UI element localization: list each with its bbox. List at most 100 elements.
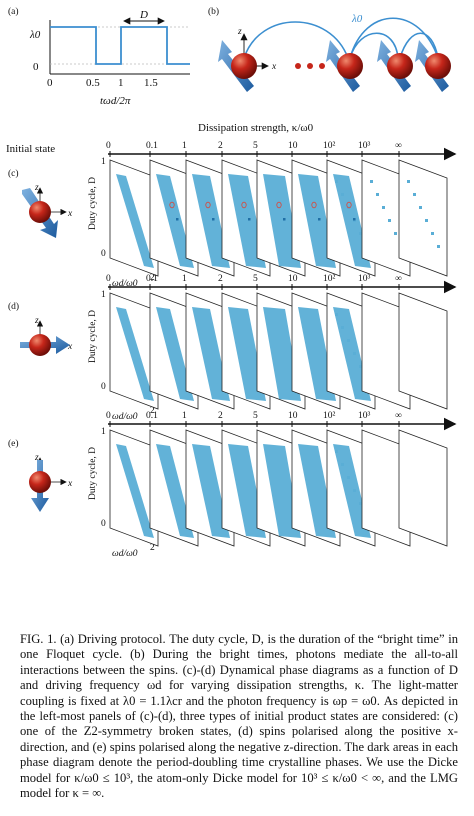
phase-panel-c-0 bbox=[109, 159, 159, 277]
phase-diagram-rows: (c)0 0.1 1 2 5 10 10² 10³ ∞Duty cycle, D10ωd/ω02… bbox=[8, 141, 457, 559]
phase-dot bbox=[335, 313, 338, 316]
kappa-tick-label: 10 bbox=[288, 141, 298, 151]
duty-cycle-label: Duty cycle, D bbox=[88, 447, 98, 500]
b-axis-x: x bbox=[271, 62, 277, 72]
z-label: z bbox=[34, 183, 39, 193]
duty-cycle-label: Duty cycle, D bbox=[88, 310, 98, 363]
a-xlabel: tωd/2π bbox=[100, 95, 131, 107]
kappa-tick-label: ∞ bbox=[395, 411, 402, 421]
marker bbox=[311, 201, 317, 209]
panel-b-label: (b) bbox=[208, 6, 219, 17]
z-label: z bbox=[34, 316, 39, 326]
phase-region bbox=[333, 307, 371, 401]
spin-sphere bbox=[29, 201, 51, 223]
kappa-tick-label: 2 bbox=[218, 411, 223, 421]
kappa-tick-label: 10 bbox=[288, 274, 298, 284]
phase-region bbox=[298, 174, 336, 268]
dark-spot bbox=[248, 218, 251, 221]
phase-panel-d-7 bbox=[361, 292, 411, 410]
b-axis-z: z bbox=[237, 27, 242, 37]
kappa-tick-label: 10³ bbox=[358, 411, 371, 421]
spin-sphere bbox=[29, 471, 51, 493]
panel-d-label: (d) bbox=[8, 301, 19, 312]
phase-dot bbox=[347, 339, 350, 342]
phase-region bbox=[116, 174, 154, 268]
kappa-tick-label: 10² bbox=[323, 411, 336, 421]
caption-text: FIG. 1. (a) Driving protocol. The duty c… bbox=[20, 632, 458, 801]
phase-dot bbox=[341, 193, 344, 196]
phase-dot bbox=[353, 352, 356, 355]
phase-dot bbox=[359, 502, 362, 505]
phase-dot bbox=[431, 232, 434, 235]
phase-region bbox=[192, 444, 230, 538]
phase-region bbox=[192, 174, 230, 268]
kappa-tick-label: 1 bbox=[182, 141, 187, 151]
phase-dot bbox=[341, 326, 344, 329]
kappa-tick-label: 10² bbox=[323, 141, 336, 151]
phase-panel-d-8 bbox=[398, 292, 448, 410]
row-c: (c)0 0.1 1 2 5 10 10² 10³ ∞Duty cycle, D10ωd/ω02… bbox=[8, 141, 457, 289]
initial-state-spin-d: zx bbox=[20, 316, 73, 356]
lambda0-tick: λ0 bbox=[29, 29, 41, 41]
duty-zero-tick: 0 bbox=[101, 519, 106, 529]
phase-panel-e-0 bbox=[109, 429, 159, 547]
x-label: x bbox=[67, 209, 73, 219]
duty-one-tick: 1 bbox=[101, 157, 106, 167]
z-label: z bbox=[34, 453, 39, 463]
phase-panel-c-8 bbox=[398, 159, 448, 277]
phase-region bbox=[228, 307, 266, 401]
d-label: D bbox=[139, 9, 148, 21]
omega-label: ωd/ω0 bbox=[112, 412, 138, 422]
a-xtick-0: 0 bbox=[47, 77, 53, 89]
kappa-tick-label: 10² bbox=[323, 274, 336, 284]
kappa-tick-label: 2 bbox=[218, 274, 223, 284]
phase-dot bbox=[407, 180, 410, 183]
panel-a: (a) λ0 0 D 0 0.5 1 1.5 tωd/2π bbox=[8, 6, 190, 107]
panel-frame bbox=[361, 292, 411, 410]
phase-panel-e-7 bbox=[361, 429, 411, 547]
kappa-tick-label: 5 bbox=[253, 274, 258, 284]
kappa-tick-label: 0 bbox=[106, 411, 111, 421]
phase-dot bbox=[394, 232, 397, 235]
kappa-tick-label: ∞ bbox=[395, 141, 402, 151]
phase-dot bbox=[382, 206, 385, 209]
initial-state-spin-e: zx bbox=[29, 453, 73, 512]
kappa-tick-label: 5 bbox=[253, 141, 258, 151]
kappa-tick-label: 10³ bbox=[358, 274, 371, 284]
marker bbox=[276, 201, 282, 209]
dark-spot bbox=[318, 218, 321, 221]
ellipsis-dot bbox=[307, 63, 313, 69]
duty-zero-tick: 0 bbox=[101, 249, 106, 259]
panel-a-label: (a) bbox=[8, 6, 19, 17]
drive-pulse bbox=[50, 26, 190, 65]
spin-1 bbox=[218, 40, 257, 92]
phase-region bbox=[298, 444, 336, 538]
phase-region bbox=[298, 307, 336, 401]
a-xtick-3: 1.5 bbox=[144, 77, 158, 89]
phase-dot bbox=[437, 245, 440, 248]
dark-spot bbox=[212, 218, 215, 221]
phase-region bbox=[156, 174, 194, 268]
phase-dot bbox=[359, 365, 362, 368]
phase-region bbox=[228, 444, 266, 538]
row-e: (e)0 0.1 1 2 5 10 10² 10³ ∞Duty cycle, D10ωd/ω02… bbox=[8, 411, 457, 559]
phase-panel-e-8 bbox=[398, 429, 448, 547]
figure: (a) λ0 0 D 0 0.5 1 1.5 tωd/2π (b) λ0 z x bbox=[6, 6, 457, 559]
ellipsis-dot bbox=[295, 63, 301, 69]
phase-dot bbox=[347, 476, 350, 479]
phase-dot bbox=[359, 232, 362, 235]
dark-spot bbox=[283, 218, 286, 221]
dark-spot bbox=[176, 218, 179, 221]
omega-tick: 2 bbox=[150, 406, 155, 416]
marker bbox=[205, 201, 211, 209]
kappa-tick-label: 1 bbox=[182, 274, 187, 284]
dark-spot bbox=[353, 218, 356, 221]
x-label: x bbox=[67, 479, 73, 489]
phase-dot bbox=[376, 193, 379, 196]
phase-region bbox=[333, 174, 371, 268]
phase-region bbox=[333, 444, 371, 538]
kappa-tick-label: ∞ bbox=[395, 274, 402, 284]
duty-one-tick: 1 bbox=[101, 427, 106, 437]
phase-region bbox=[156, 307, 194, 401]
marker bbox=[241, 201, 247, 209]
